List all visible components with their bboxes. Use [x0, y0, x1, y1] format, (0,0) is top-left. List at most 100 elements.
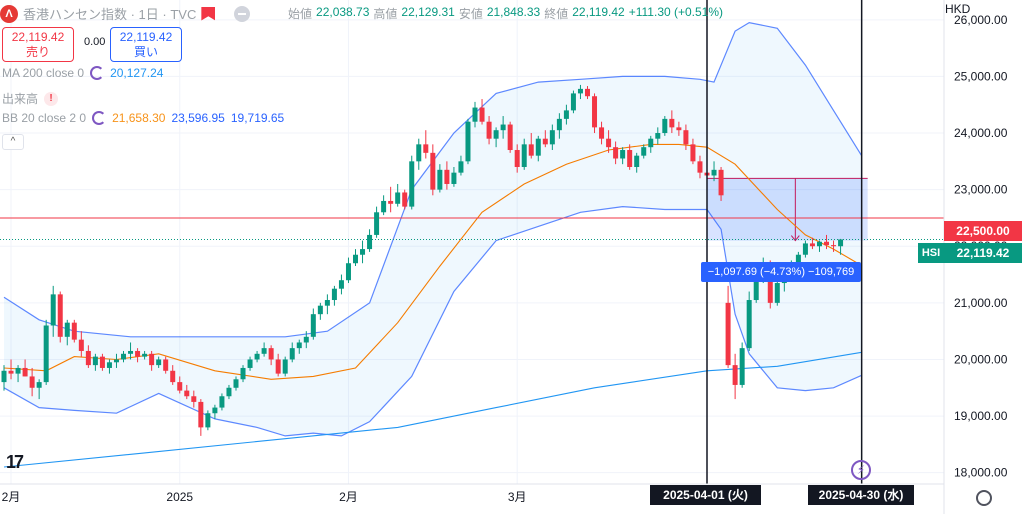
time-tick-label: 2月: [2, 490, 21, 504]
bb-upper-line: [3, 21, 863, 338]
candle-body: [338, 280, 344, 289]
price-tick-label: 23,000.00: [954, 183, 1008, 197]
candle-body: [296, 342, 302, 349]
warning-icon[interactable]: !: [44, 91, 59, 106]
symbol-title[interactable]: 香港ハンセン指数 · 1日 · TVC: [23, 7, 197, 22]
spread-value: 0.00: [84, 36, 106, 48]
candle-body: [57, 294, 63, 337]
candle-body: [8, 370, 14, 374]
candle-body: [774, 283, 780, 303]
bb-lower-value: 19,719.65: [230, 111, 285, 125]
candle-body: [430, 152, 436, 190]
symbol-tag: HSI: [918, 243, 944, 263]
candle-body: [655, 133, 661, 139]
candle-body: [156, 359, 162, 366]
buy-button[interactable]: 22,119.42 買い: [110, 27, 182, 62]
candle-body: [36, 382, 42, 388]
indicator-bb[interactable]: BB 20 close 2 0 21,658.30 23,596.95 19,7…: [2, 111, 284, 125]
flag-icon[interactable]: [201, 6, 216, 21]
candle-body: [599, 127, 605, 139]
candle-body: [592, 96, 598, 128]
hline-price-label: 22,500.00: [944, 221, 1022, 241]
currency-label[interactable]: HKD: [945, 2, 971, 16]
candle-body: [521, 144, 527, 167]
candle-body: [198, 401, 204, 428]
candle-body: [381, 200, 387, 213]
candle-body: [563, 110, 569, 119]
candle-body: [753, 277, 759, 301]
candle-body: [641, 147, 647, 156]
ohlc-readout: 始値 22,038.73 高値 22,129.31 安値 21,848.33 終値 22…: [288, 5, 723, 22]
settings-icon[interactable]: [976, 490, 992, 506]
ma-value: 20,127.24: [110, 66, 164, 80]
candle-body: [739, 348, 745, 385]
candle-body: [486, 121, 492, 139]
candle-body: [345, 263, 351, 281]
candle-body: [275, 359, 281, 374]
indicator-ma[interactable]: MA 200 close 0 20,127.24: [2, 66, 163, 80]
indicator-volume[interactable]: 出来高 !: [2, 90, 59, 107]
candle-body: [191, 396, 197, 402]
candle-body: [542, 138, 548, 145]
open-value: 22,038.73: [316, 5, 370, 19]
candle-body: [310, 314, 316, 337]
candle-body: [374, 212, 380, 235]
candle-body: [613, 147, 619, 159]
collapse-legend-icon[interactable]: [234, 5, 251, 22]
candle-body: [247, 359, 253, 368]
candle-body: [725, 302, 731, 366]
candle-body: [149, 353, 155, 366]
symbol-header[interactable]: Λ 香港ハンセン指数 · 1日 · TVC: [0, 4, 251, 23]
candle-body: [402, 192, 408, 207]
candle-body: [43, 325, 49, 383]
bb-upper-value: 23,596.95: [171, 111, 225, 125]
tradingview-logo[interactable]: 17: [6, 452, 24, 472]
candle-body: [838, 239, 844, 247]
sell-label: 売り: [25, 45, 50, 59]
candle-body: [261, 348, 267, 354]
loading-icon: [90, 66, 105, 80]
open-label: 始値: [288, 7, 313, 21]
collapse-indicators-button[interactable]: ^: [2, 134, 24, 150]
last-price-label: 22,119.42: [944, 243, 1022, 263]
lightning-icon[interactable]: ⚡: [851, 460, 871, 480]
bb-label: BB 20 close 2 0: [2, 111, 87, 125]
candle-body: [507, 124, 513, 151]
candle-body: [170, 370, 176, 383]
candle-body: [219, 396, 225, 408]
price-tick-label: 20,000.00: [954, 352, 1008, 366]
candle-body: [514, 150, 520, 167]
candle-body: [233, 379, 239, 388]
candle-body: [268, 348, 274, 360]
candle-body: [535, 138, 541, 156]
loading-icon: [92, 111, 107, 125]
candle-body: [831, 245, 837, 247]
candle-body: [479, 107, 485, 122]
bb-basis-value: 21,658.30: [112, 111, 166, 125]
sell-button[interactable]: 22,119.42 売り: [2, 27, 74, 62]
candle-body: [163, 359, 169, 371]
candle-body: [444, 169, 450, 184]
candle-body: [331, 288, 337, 301]
candle-body: [184, 390, 190, 397]
candle-body: [662, 118, 668, 134]
candle-body: [816, 241, 822, 247]
candle-body: [795, 254, 801, 264]
candle-body: [437, 169, 443, 190]
candle-body: [577, 88, 583, 94]
ma200-line: [3, 351, 862, 468]
close-value: 22,119.42: [572, 5, 625, 19]
price-tick-label: 25,000.00: [954, 69, 1008, 83]
high-value: 22,129.31: [401, 5, 455, 19]
buy-price: 22,119.42: [119, 30, 173, 44]
candle-body: [113, 359, 119, 363]
candle-body: [388, 200, 394, 204]
candle-body: [135, 350, 141, 357]
low-value: 21,848.33: [486, 5, 541, 19]
candle-body: [240, 367, 246, 380]
candle-body: [99, 356, 105, 368]
measure-area: [707, 178, 868, 241]
low-label: 安値: [458, 7, 483, 21]
bb-band-fill: [4, 22, 862, 436]
